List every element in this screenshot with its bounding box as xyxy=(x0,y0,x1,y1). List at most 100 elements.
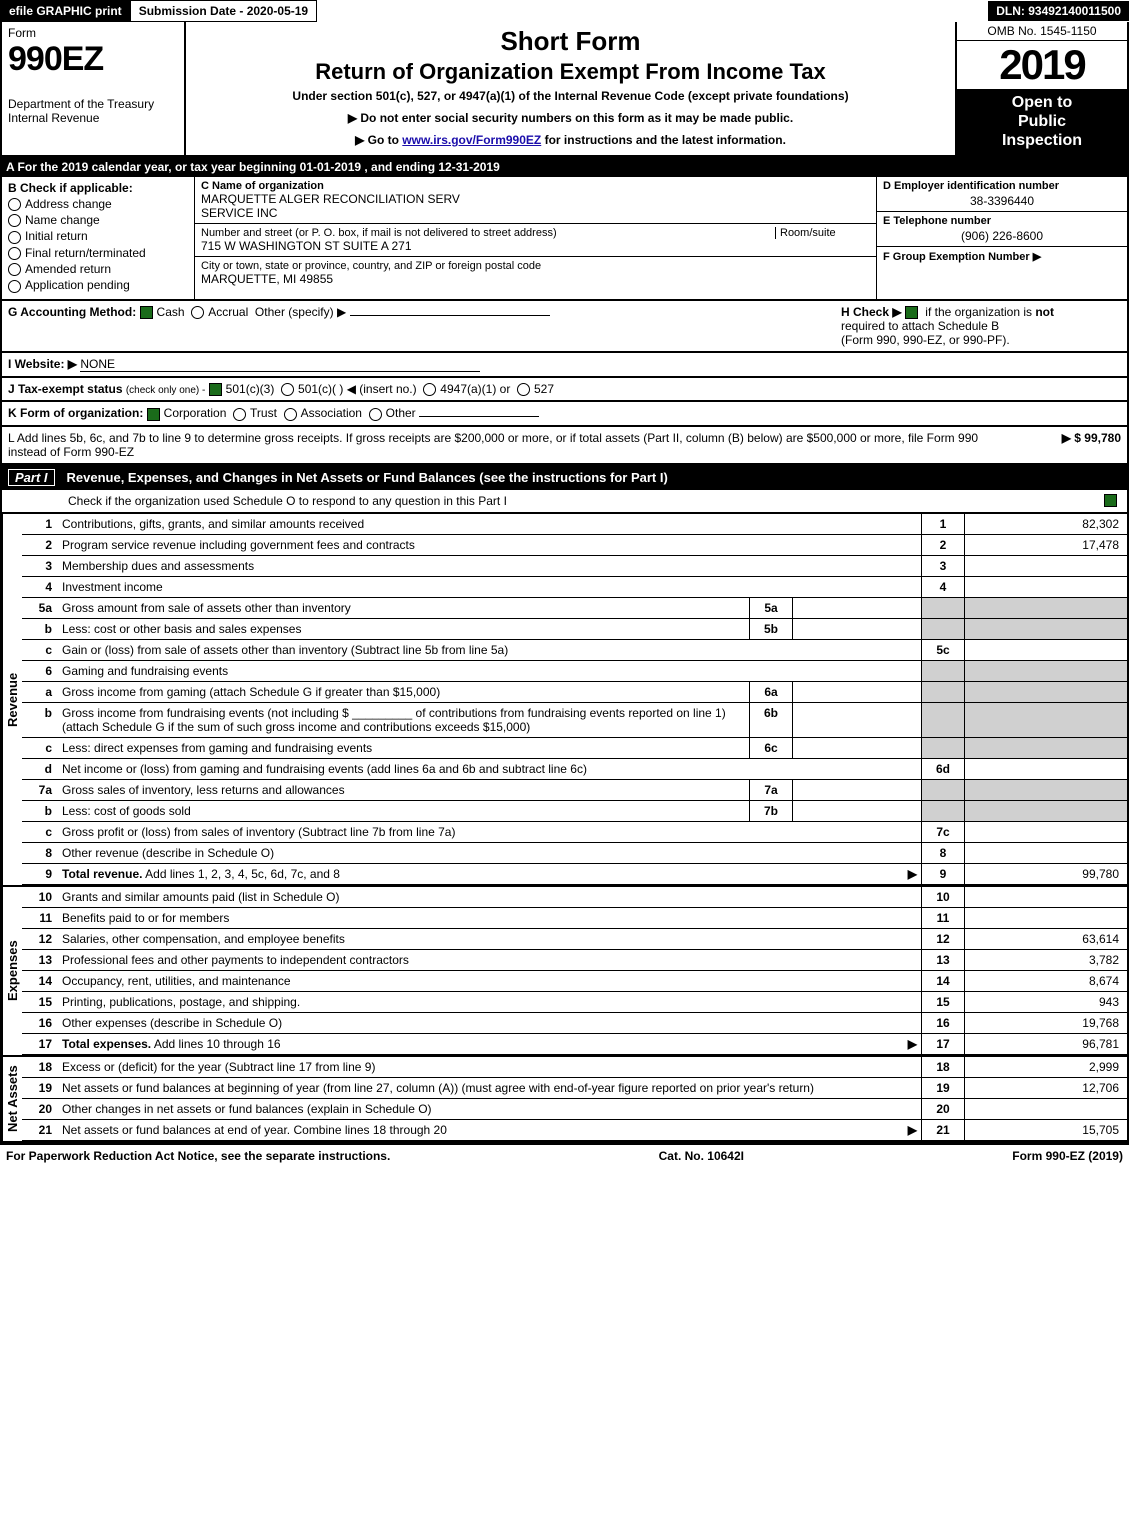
amount-value: 3,782 xyxy=(965,949,1129,970)
checkbox-amended-return[interactable] xyxy=(8,263,21,276)
line-label: Occupancy, rent, utilities, and maintena… xyxy=(58,970,922,991)
amount-value xyxy=(965,907,1129,928)
linebox-number: 7c xyxy=(922,821,965,842)
line-label: Total revenue. Add lines 1, 2, 3, 4, 5c,… xyxy=(58,863,922,884)
table-row: dNet income or (loss) from gaming and fu… xyxy=(22,758,1128,779)
under-section-text: Under section 501(c), 527, or 4947(a)(1)… xyxy=(194,89,947,103)
line-number: 15 xyxy=(22,991,58,1012)
checkbox-h[interactable] xyxy=(905,306,918,319)
inline-box-value[interactable] xyxy=(793,737,922,758)
form-label: Form xyxy=(8,26,178,40)
checkbox-initial-return[interactable] xyxy=(8,231,21,244)
label-501c3: 501(c)(3) xyxy=(226,382,275,396)
table-row: 16Other expenses (describe in Schedule O… xyxy=(22,1012,1128,1033)
checkbox-final-return[interactable] xyxy=(8,247,21,260)
amount-value: 8,674 xyxy=(965,970,1129,991)
inline-box-value[interactable] xyxy=(793,618,922,639)
line-number: 2 xyxy=(22,534,58,555)
line-number: 7a xyxy=(22,779,58,800)
linebox-gray xyxy=(922,702,965,737)
linebox-number: 21 xyxy=(922,1119,965,1140)
city-label: City or town, state or province, country… xyxy=(201,260,870,272)
table-row: 7aGross sales of inventory, less returns… xyxy=(22,779,1128,800)
checkbox-4947[interactable] xyxy=(423,383,436,396)
label-amended-return: Amended return xyxy=(25,262,111,276)
checkbox-501c[interactable] xyxy=(281,383,294,396)
amount-value xyxy=(965,639,1129,660)
org-name-label: C Name of organization xyxy=(201,180,870,192)
line-number: 5a xyxy=(22,597,58,618)
checkbox-trust[interactable] xyxy=(233,408,246,421)
table-row: 12Salaries, other compensation, and empl… xyxy=(22,928,1128,949)
inline-box-num: 5b xyxy=(750,618,793,639)
other-org-input[interactable] xyxy=(419,416,539,417)
tax-exempt-sub: (check only one) - xyxy=(126,385,205,396)
inline-box-value[interactable] xyxy=(793,779,922,800)
checkbox-name-change[interactable] xyxy=(8,214,21,227)
checkbox-corporation[interactable] xyxy=(147,408,160,421)
inline-box-value[interactable] xyxy=(793,800,922,821)
inline-box-value[interactable] xyxy=(793,681,922,702)
part-1-label: Part I xyxy=(8,469,55,486)
dept-treasury: Department of the Treasury xyxy=(8,97,178,111)
submission-date-button[interactable]: Submission Date - 2020-05-19 xyxy=(130,0,317,22)
goto-link[interactable]: www.irs.gov/Form990EZ xyxy=(402,133,541,147)
inline-box-value[interactable] xyxy=(793,597,922,618)
amount-gray xyxy=(965,737,1129,758)
checkbox-association[interactable] xyxy=(284,408,297,421)
checkbox-cash[interactable] xyxy=(140,306,153,319)
amount-value: 17,478 xyxy=(965,534,1129,555)
line-h-not: not xyxy=(1035,305,1054,319)
line-label: Gross sales of inventory, less returns a… xyxy=(58,779,750,800)
checkbox-other[interactable] xyxy=(369,408,382,421)
table-row: cGross profit or (loss) from sales of in… xyxy=(22,821,1128,842)
linebox-gray xyxy=(922,800,965,821)
checkbox-address-change[interactable] xyxy=(8,198,21,211)
expenses-sidebar-label: Expenses xyxy=(2,887,22,1055)
do-not-enter-text: ▶ Do not enter social security numbers o… xyxy=(194,111,947,125)
netassets-sidebar-label: Net Assets xyxy=(2,1057,22,1141)
open-public-box: Open to Public Inspection xyxy=(957,89,1127,155)
table-row: 6Gaming and fundraising events xyxy=(22,660,1128,681)
linebox-number: 13 xyxy=(922,949,965,970)
form-number: 990EZ xyxy=(8,40,178,79)
line-label: Professional fees and other payments to … xyxy=(58,949,922,970)
open-line1: Open to xyxy=(957,93,1127,112)
linebox-gray xyxy=(922,681,965,702)
box-d: D Employer identification number 38-3396… xyxy=(877,177,1127,299)
inline-box-value[interactable] xyxy=(793,702,922,737)
table-row: 19Net assets or fund balances at beginni… xyxy=(22,1077,1128,1098)
line-label: Contributions, gifts, grants, and simila… xyxy=(58,514,922,535)
inline-box-num: 6b xyxy=(750,702,793,737)
table-row: cLess: direct expenses from gaming and f… xyxy=(22,737,1128,758)
linebox-number: 15 xyxy=(922,991,965,1012)
part-1-check-text: Check if the organization used Schedule … xyxy=(8,494,1104,508)
line-number: c xyxy=(22,639,58,660)
checkbox-accrual[interactable] xyxy=(191,306,204,319)
checkbox-schedule-o[interactable] xyxy=(1104,494,1117,507)
line-label: Other revenue (describe in Schedule O) xyxy=(58,842,922,863)
amount-gray xyxy=(965,779,1129,800)
goto-text: ▶ Go to www.irs.gov/Form990EZ for instru… xyxy=(194,133,947,147)
line-number: c xyxy=(22,821,58,842)
linebox-number: 14 xyxy=(922,970,965,991)
efile-print-button[interactable]: efile GRAPHIC print xyxy=(0,0,131,22)
linebox-number: 16 xyxy=(922,1012,965,1033)
linebox-number: 8 xyxy=(922,842,965,863)
line-number: 19 xyxy=(22,1077,58,1098)
line-l: L Add lines 5b, 6c, and 7b to line 9 to … xyxy=(0,427,1129,465)
line-l-amount: ▶ $ 99,780 xyxy=(1001,431,1121,459)
netassets-section: Net Assets 18Excess or (deficit) for the… xyxy=(0,1055,1129,1143)
part-1-title: Revenue, Expenses, and Changes in Net As… xyxy=(67,470,668,485)
other-specify-input[interactable] xyxy=(350,315,550,316)
checkbox-527[interactable] xyxy=(517,383,530,396)
line-label: Gross income from fundraising events (no… xyxy=(58,702,750,737)
checkbox-application-pending[interactable] xyxy=(8,280,21,293)
line-label: Gross amount from sale of assets other t… xyxy=(58,597,750,618)
checkbox-501c3[interactable] xyxy=(209,383,222,396)
open-line2: Public xyxy=(957,112,1127,131)
line-label: Other expenses (describe in Schedule O) xyxy=(58,1012,922,1033)
short-form-title: Short Form xyxy=(194,26,947,57)
amount-value xyxy=(965,887,1129,908)
inline-box-num: 7a xyxy=(750,779,793,800)
